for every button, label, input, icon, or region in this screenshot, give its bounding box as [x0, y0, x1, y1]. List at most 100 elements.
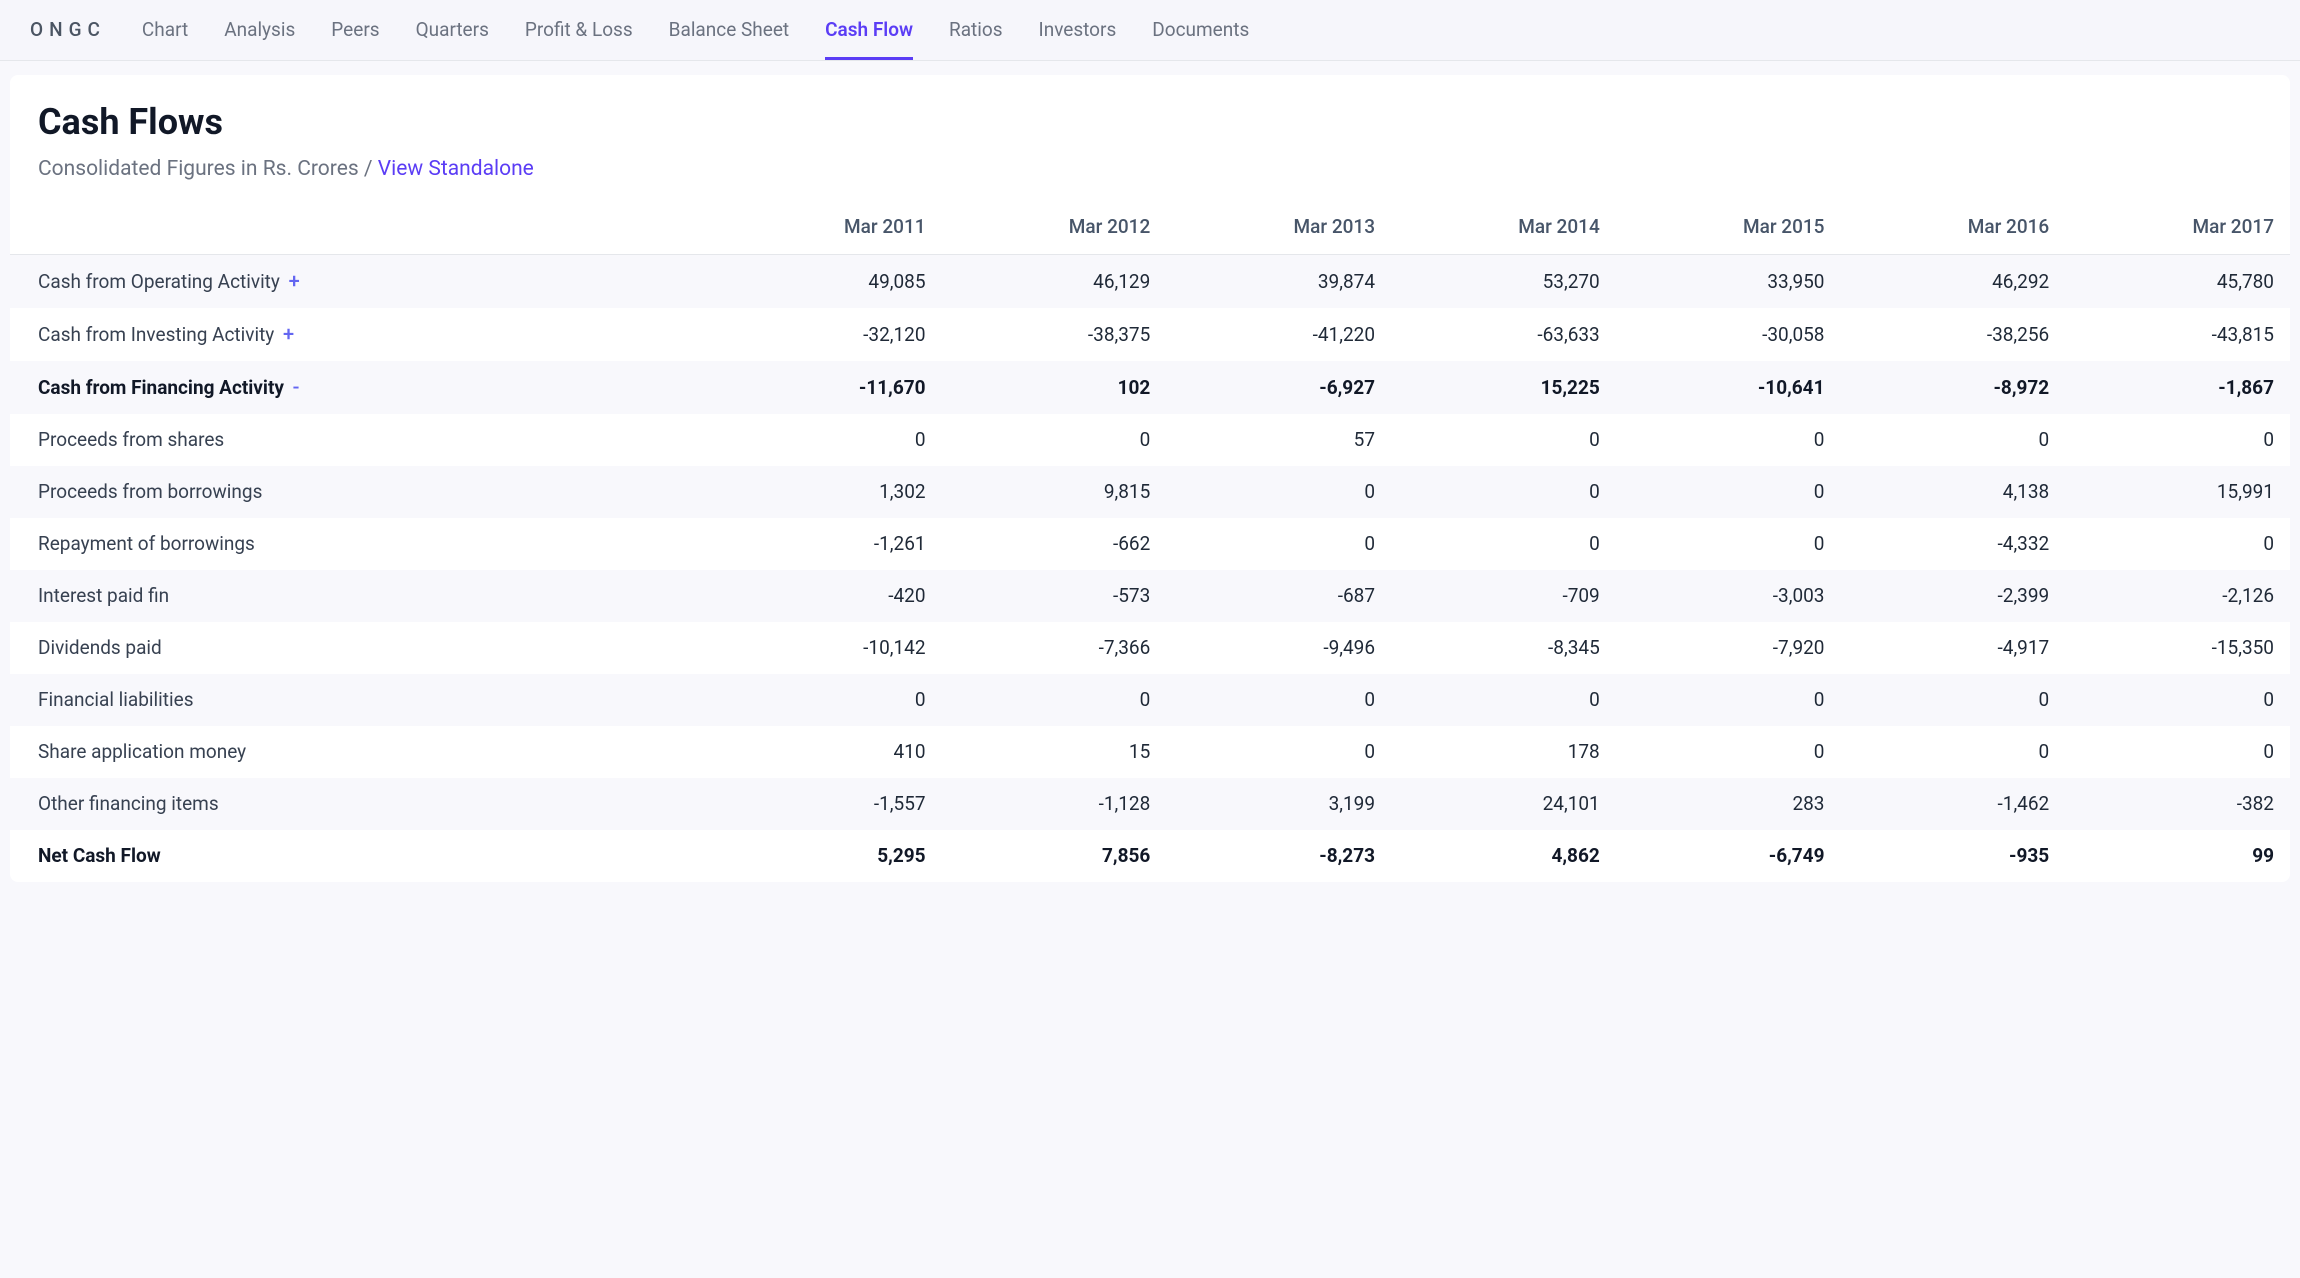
cell: 0: [942, 674, 1167, 726]
cell: 0: [1616, 726, 1841, 778]
row-label[interactable]: Cash from Operating Activity +: [10, 255, 717, 308]
column-header[interactable]: Mar 2011: [717, 199, 942, 255]
cell: -2,126: [2065, 570, 2290, 622]
page-title: Cash Flows: [38, 101, 2262, 143]
row-label: Interest paid fin: [10, 570, 717, 622]
cell: 0: [1391, 674, 1616, 726]
table-header-row: Mar 2011Mar 2012Mar 2013Mar 2014Mar 2015…: [10, 199, 2290, 255]
nav-ticker[interactable]: ONGC: [30, 18, 106, 60]
cell: 9,815: [942, 466, 1167, 518]
row-label: Share application money: [10, 726, 717, 778]
cell: 0: [717, 674, 942, 726]
tab-peers[interactable]: Peers: [331, 18, 379, 60]
row-label: Dividends paid: [10, 622, 717, 674]
table-row: Cash from Investing Activity +-32,120-38…: [10, 308, 2290, 361]
cell: 3,199: [1166, 778, 1391, 830]
cell: 0: [942, 414, 1167, 466]
cell: -7,366: [942, 622, 1167, 674]
cell: -10,641: [1616, 361, 1841, 414]
column-header[interactable]: Mar 2015: [1616, 199, 1841, 255]
nav-tabs: ONGC Chart Analysis Peers Quarters Profit & …: [0, 0, 2300, 61]
cell: 57: [1166, 414, 1391, 466]
cell: -1,867: [2065, 361, 2290, 414]
subtitle-text: Consolidated Figures in Rs. Crores /: [38, 157, 378, 181]
cell: 0: [1840, 726, 2065, 778]
tab-investors[interactable]: Investors: [1039, 18, 1117, 60]
column-header[interactable]: Mar 2016: [1840, 199, 2065, 255]
cell: 0: [1391, 518, 1616, 570]
cell: -420: [717, 570, 942, 622]
table-row: Repayment of borrowings -1,261-662000-4,…: [10, 518, 2290, 570]
tab-ratios[interactable]: Ratios: [949, 18, 1003, 60]
row-label: Net Cash Flow: [10, 830, 717, 882]
subtitle: Consolidated Figures in Rs. Crores / Vie…: [38, 157, 2262, 181]
cell: -6,749: [1616, 830, 1841, 882]
cell: 0: [1391, 414, 1616, 466]
collapse-icon[interactable]: -: [293, 375, 300, 399]
table-row: Share application money 410150178000: [10, 726, 2290, 778]
cell: 0: [1166, 518, 1391, 570]
table-row: Net Cash Flow 5,2957,856-8,2734,862-6,74…: [10, 830, 2290, 882]
cell: 102: [942, 361, 1167, 414]
tab-profit-loss[interactable]: Profit & Loss: [525, 18, 633, 60]
cell: 0: [1840, 414, 2065, 466]
expand-icon[interactable]: +: [283, 322, 294, 346]
table-row: Cash from Financing Activity --11,670102…: [10, 361, 2290, 414]
cell: 0: [2065, 414, 2290, 466]
cell: -382: [2065, 778, 2290, 830]
row-label: Proceeds from borrowings: [10, 466, 717, 518]
cell: -687: [1166, 570, 1391, 622]
cell: 178: [1391, 726, 1616, 778]
cell: 0: [1616, 466, 1841, 518]
cell: 7,856: [942, 830, 1167, 882]
row-label[interactable]: Cash from Financing Activity -: [10, 361, 717, 414]
cell: -41,220: [1166, 308, 1391, 361]
cell: 24,101: [1391, 778, 1616, 830]
cell: 0: [1166, 674, 1391, 726]
row-label[interactable]: Cash from Investing Activity +: [10, 308, 717, 361]
column-header[interactable]: Mar 2012: [942, 199, 1167, 255]
tab-documents[interactable]: Documents: [1152, 18, 1249, 60]
cell: -43,815: [2065, 308, 2290, 361]
cell: 15,225: [1391, 361, 1616, 414]
table-row: Dividends paid -10,142-7,366-9,496-8,345…: [10, 622, 2290, 674]
tab-chart[interactable]: Chart: [142, 18, 188, 60]
cell: -38,256: [1840, 308, 2065, 361]
cell: 4,138: [1840, 466, 2065, 518]
cell: 0: [2065, 674, 2290, 726]
cell: -709: [1391, 570, 1616, 622]
cell: 283: [1616, 778, 1841, 830]
cell: -11,670: [717, 361, 942, 414]
cell: 46,129: [942, 255, 1167, 308]
cell: 4,862: [1391, 830, 1616, 882]
cell: -7,920: [1616, 622, 1841, 674]
cell: -8,273: [1166, 830, 1391, 882]
row-label: Proceeds from shares: [10, 414, 717, 466]
cell: 0: [2065, 518, 2290, 570]
tab-balance-sheet[interactable]: Balance Sheet: [669, 18, 789, 60]
table-corner: [10, 199, 717, 255]
cell: 0: [1166, 726, 1391, 778]
cell: -1,557: [717, 778, 942, 830]
cell: 39,874: [1166, 255, 1391, 308]
cell: -1,261: [717, 518, 942, 570]
column-header[interactable]: Mar 2014: [1391, 199, 1616, 255]
tab-analysis[interactable]: Analysis: [224, 18, 295, 60]
tab-cash-flow[interactable]: Cash Flow: [825, 18, 913, 60]
column-header[interactable]: Mar 2013: [1166, 199, 1391, 255]
view-standalone-link[interactable]: View Standalone: [378, 157, 534, 181]
tab-quarters[interactable]: Quarters: [416, 18, 489, 60]
cell: 0: [717, 414, 942, 466]
cell: 0: [1616, 674, 1841, 726]
cell: -1,128: [942, 778, 1167, 830]
column-header[interactable]: Mar 2017: [2065, 199, 2290, 255]
cell: 410: [717, 726, 942, 778]
cell: 15,991: [2065, 466, 2290, 518]
cell: -30,058: [1616, 308, 1841, 361]
cell: -9,496: [1166, 622, 1391, 674]
expand-icon[interactable]: +: [289, 269, 300, 293]
cell: 46,292: [1840, 255, 2065, 308]
cell: -4,917: [1840, 622, 2065, 674]
cell: 0: [1840, 674, 2065, 726]
table-row: Interest paid fin -420-573-687-709-3,003…: [10, 570, 2290, 622]
